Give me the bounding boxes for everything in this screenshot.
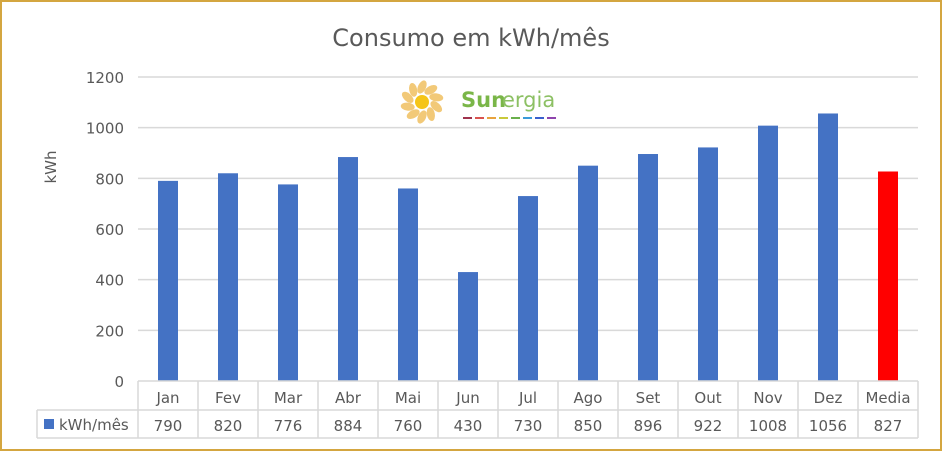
bar-abr: [338, 157, 358, 381]
y-tick-label: 800: [95, 170, 124, 188]
bar-media: [878, 171, 898, 381]
bar-dez: [818, 113, 838, 381]
data-table-value: 884: [334, 417, 363, 435]
sun-icon: [400, 80, 444, 124]
x-tick-label: Nov: [753, 389, 782, 407]
legend-key: [44, 419, 54, 429]
bar-jun: [458, 272, 478, 381]
data-table-value: 1056: [809, 417, 847, 435]
logo-text-bold: Sun: [461, 88, 506, 112]
data-table-value: 430: [454, 417, 483, 435]
y-tick-label: 400: [95, 272, 124, 290]
logo-text-rest: ergia: [502, 88, 555, 112]
data-table-value: 827: [874, 417, 903, 435]
bar-fev: [218, 173, 238, 381]
sunergia-logo: Sun ergia: [400, 80, 556, 124]
x-tick-label: Jan: [155, 389, 179, 407]
x-tick-label: Mar: [274, 389, 303, 407]
bar-nov: [758, 125, 778, 381]
bar-mai: [398, 188, 418, 381]
x-tick-label: Set: [636, 389, 661, 407]
bar-jul: [518, 196, 538, 381]
x-tick-label: Media: [865, 389, 910, 407]
x-tick-label: Out: [694, 389, 721, 407]
bar-out: [698, 147, 718, 381]
bar-set: [638, 154, 658, 381]
data-table-value: 1008: [749, 417, 787, 435]
y-axis-label: kWh: [42, 150, 60, 183]
data-table-value: 922: [694, 417, 723, 435]
x-tick-label: Ago: [574, 389, 603, 407]
data-table-value: 730: [514, 417, 543, 435]
data-table-value: 820: [214, 417, 243, 435]
x-tick-label: Abr: [335, 389, 362, 407]
data-table-value: 896: [634, 417, 663, 435]
bar-mar: [278, 184, 298, 381]
bar-jan: [158, 180, 178, 381]
data-table-value: 760: [394, 417, 423, 435]
chart-title: Consumo em kWh/mês: [332, 24, 609, 52]
y-tick-label: 0: [114, 373, 124, 391]
x-tick-label: Jun: [455, 389, 479, 407]
data-table-value: 850: [574, 417, 603, 435]
x-tick-label: Jul: [518, 389, 537, 407]
y-tick-label: 200: [95, 322, 124, 340]
bar-ago: [578, 165, 598, 381]
x-tick-label: Dez: [814, 389, 843, 407]
x-tick-label: Fev: [215, 389, 241, 407]
y-tick-label: 1000: [86, 120, 124, 138]
legend-label: kWh/mês: [59, 416, 129, 434]
data-table-value: 790: [154, 417, 183, 435]
data-table-value: 776: [274, 417, 303, 435]
y-tick-label: 600: [95, 221, 124, 239]
y-tick-label: 1200: [86, 69, 124, 87]
x-tick-label: Mai: [395, 389, 421, 407]
